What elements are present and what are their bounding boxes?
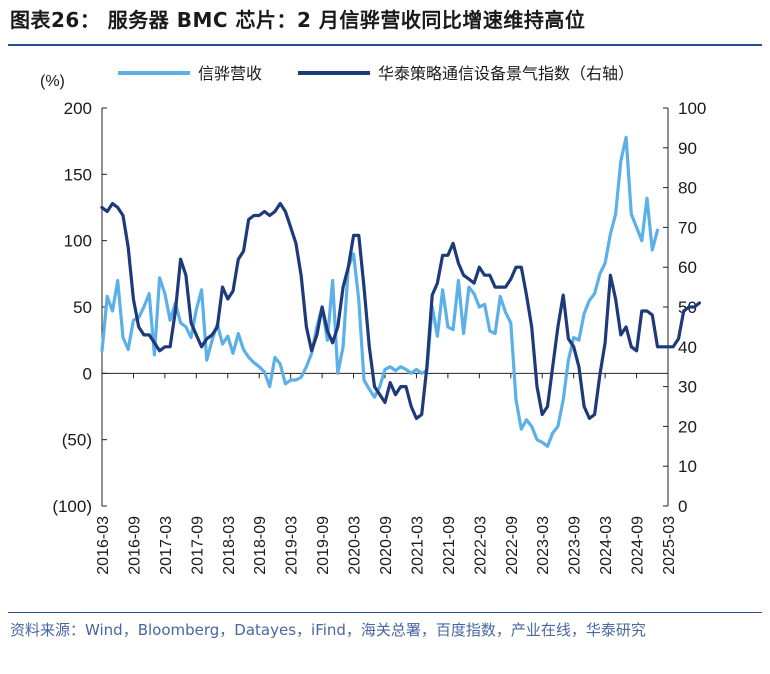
source-note: 资料来源：Wind，Bloomberg，Datayes，iFind，海关总署，百… [10, 621, 646, 639]
x-tick-label: 2023-09 [567, 516, 584, 575]
right-tick-label: 90 [678, 139, 697, 158]
source-divider [8, 612, 762, 613]
right-tick-label: 60 [678, 258, 697, 277]
right-tick-label: 20 [678, 417, 697, 436]
left-tick-label: 200 [64, 99, 92, 118]
x-tick-label: 2020-03 [347, 516, 364, 575]
x-axis-ticks: 2016-03 2016-09 2017-03 2017-09 2018-03 2018-… [95, 373, 678, 575]
x-tick-label: 2024-03 [598, 516, 615, 575]
right-tick-label: 100 [678, 99, 706, 118]
left-tick-label: 50 [73, 298, 92, 317]
right-tick-label: 0 [678, 497, 687, 516]
x-tick-label: 2017-03 [158, 516, 175, 575]
legend-label-revenue: 信骅营收 [198, 65, 262, 83]
left-tick-label: (50) [62, 431, 92, 450]
x-tick-label: 2021-03 [409, 516, 426, 575]
x-tick-label: 2021-09 [441, 516, 458, 575]
left-axis-unit-label: (%) [40, 73, 65, 90]
title-divider [8, 44, 762, 46]
left-tick-label: 150 [64, 165, 92, 184]
x-tick-label: 2022-09 [504, 516, 521, 575]
legend-label-index: 华泰策略通信设备景气指数（右轴） [378, 65, 634, 83]
right-tick-label: 70 [678, 218, 697, 237]
x-tick-label: 2018-03 [221, 516, 238, 575]
left-tick-label: (100) [52, 497, 92, 516]
x-tick-label: 2023-03 [535, 516, 552, 575]
right-tick-label: 10 [678, 457, 697, 476]
x-tick-label: 2016-03 [95, 516, 112, 575]
chart-axes [101, 108, 669, 506]
x-tick-label: 2019-09 [315, 516, 332, 575]
dual-axis-line-chart: 信骅营收 华泰策略通信设备景气指数（右轴） (%) 200150100500(5… [40, 65, 706, 575]
x-tick-label: 2018-09 [252, 516, 269, 575]
x-tick-label: 2019-03 [284, 516, 301, 575]
series-revenue-line [100, 135, 660, 448]
revenue-yoy-line [100, 135, 660, 448]
right-tick-label: 40 [678, 338, 697, 357]
left-tick-label: 100 [64, 232, 92, 251]
series-index-line [100, 201, 702, 420]
x-tick-label: 2025-03 [661, 516, 678, 575]
x-tick-label: 2024-09 [630, 516, 647, 575]
x-tick-label: 2022-03 [472, 516, 489, 575]
x-tick-label: 2017-09 [189, 516, 206, 575]
x-tick-label: 2016-09 [126, 516, 143, 575]
right-tick-label: 30 [678, 378, 697, 397]
left-axis-ticks: 200 150 100 50 0 (50) (100) [52, 99, 107, 516]
x-tick-label: 2020-09 [378, 516, 395, 575]
left-tick-label: 0 [83, 364, 92, 383]
comm-equipment-index-line [100, 201, 702, 420]
chart-legend: 信骅营收 华泰策略通信设备景气指数（右轴） [118, 65, 634, 83]
right-tick-label: 80 [678, 179, 697, 198]
figure-title: 图表26： 服务器 BMC 芯片：2 月信骅营收同比增速维持高位 [10, 8, 586, 32]
